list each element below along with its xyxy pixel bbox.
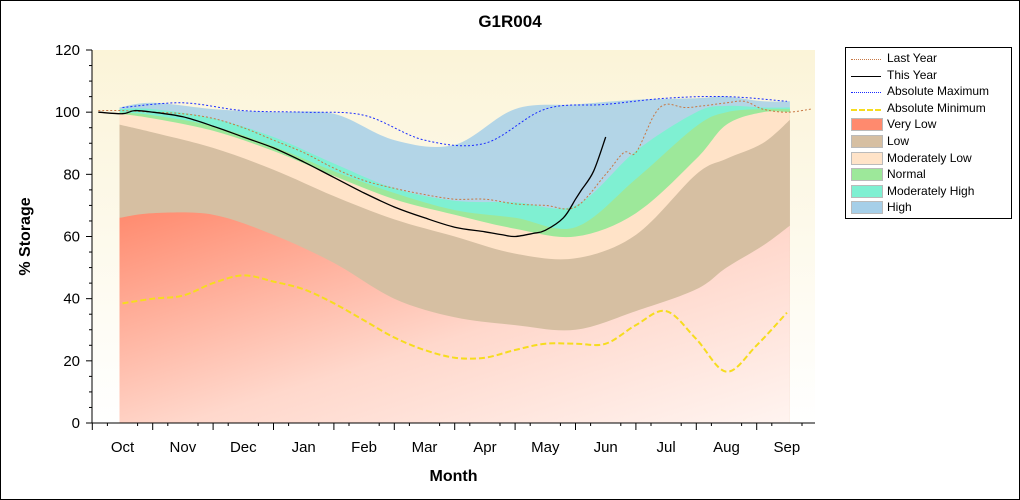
series-last-year [98, 100, 812, 210]
legend-item: Absolute Maximum [846, 84, 1009, 100]
y-tick-label: 80 [63, 166, 80, 183]
x-tick-label: May [531, 439, 560, 456]
legend-item: This Year [846, 68, 1009, 84]
x-tick-label: Dec [230, 439, 257, 456]
legend-swatch [851, 108, 881, 111]
band-very-low [119, 212, 790, 423]
legend-swatch [851, 151, 883, 165]
legend-label: Last Year [887, 51, 938, 65]
y-tick-label: 60 [63, 229, 80, 246]
y-axis-label: % Storage [17, 197, 34, 275]
y-tick-label: 100 [55, 104, 80, 121]
x-tick-label: Apr [473, 439, 496, 456]
legend-swatch [851, 118, 883, 132]
legend-label: High [887, 200, 912, 215]
x-tick-label: Feb [351, 439, 377, 456]
legend-item: Last Year [846, 51, 1009, 67]
chart-legend: Last Year This Year Absolute Maximum Absolu… [845, 47, 1012, 219]
legend-swatch [851, 201, 883, 215]
x-tick-label: Jan [292, 439, 316, 456]
x-tick-label: Nov [170, 439, 197, 456]
y-tick-label: 40 [63, 291, 80, 308]
y-tick-label: 20 [63, 353, 80, 370]
legend-item: Moderately High [846, 184, 1009, 200]
x-tick-label: Mar [412, 439, 438, 456]
legend-item: High [846, 200, 1009, 216]
x-tick-label: Aug [713, 439, 740, 456]
legend-item: Normal [846, 167, 1009, 183]
x-axis-label: Month [430, 468, 478, 485]
legend-item: Low [846, 134, 1009, 150]
series-this-year [98, 109, 607, 238]
legend-swatch [851, 135, 883, 148]
legend-swatch [851, 184, 883, 198]
legend-swatch [851, 75, 881, 77]
x-tick-label: Jul [657, 439, 676, 456]
x-tick-label: Sep [774, 439, 801, 456]
x-tick-label: Jun [594, 439, 618, 456]
legend-label: Moderately Low [887, 150, 972, 165]
series-absolute-minimum [122, 274, 788, 373]
y-tick-label: 120 [55, 42, 80, 59]
legend-label: Absolute Minimum [887, 100, 986, 115]
legend-swatch [851, 92, 881, 94]
legend-label: This Year [887, 67, 938, 82]
legend-label: Absolute Maximum [887, 84, 990, 99]
legend-swatch [851, 59, 881, 60]
legend-swatch [851, 168, 883, 182]
legend-label: Very Low [887, 117, 937, 132]
x-tick-label: Oct [111, 439, 135, 456]
chart-title: G1R004 [478, 12, 542, 31]
legend-item: Absolute Minimum [846, 101, 1009, 117]
legend-item: Moderately Low [846, 151, 1009, 167]
y-tick-label: 0 [72, 415, 80, 432]
legend-label: Normal [887, 167, 926, 182]
legend-item: Very Low [846, 117, 1009, 133]
legend-label: Low [887, 134, 910, 148]
legend-label: Moderately High [887, 183, 975, 198]
